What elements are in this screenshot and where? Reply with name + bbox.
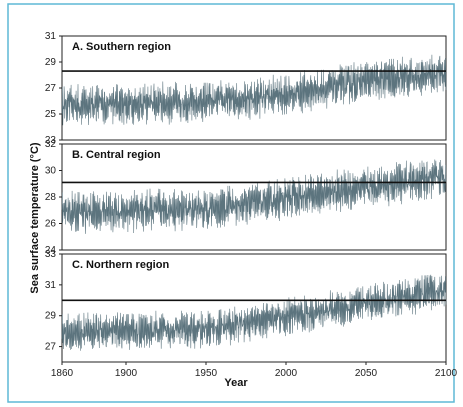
y-tick-label: 27 xyxy=(45,83,57,94)
x-tick-label: 1860 xyxy=(51,368,74,379)
y-tick-label: 33 xyxy=(45,249,57,260)
y-tick-label: 30 xyxy=(45,166,57,177)
panel-title: B. Central region xyxy=(72,149,161,161)
y-tick-label: 31 xyxy=(45,280,57,291)
y-tick-label: 27 xyxy=(45,342,57,353)
x-axis-title: Year xyxy=(224,377,248,389)
x-tick-label: 1950 xyxy=(195,368,218,379)
x-tick-label: 1900 xyxy=(115,368,138,379)
panel-title: C. Northern region xyxy=(72,259,169,271)
y-tick-label: 32 xyxy=(45,139,57,150)
x-tick-label: 2050 xyxy=(355,368,378,379)
x-tick-label: 2000 xyxy=(275,368,298,379)
y-tick-label: 29 xyxy=(45,57,57,68)
y-tick-label: 25 xyxy=(45,109,57,120)
y-tick-label: 29 xyxy=(45,311,57,322)
y-tick-label: 28 xyxy=(45,192,57,203)
x-tick-label: 2100 xyxy=(435,368,458,379)
y-tick-label: 26 xyxy=(45,219,57,230)
y-tick-label: 31 xyxy=(45,31,57,42)
y-axis-title: Sea surface temperature (°C) xyxy=(29,142,41,293)
panel-title: A. Southern region xyxy=(72,41,171,53)
